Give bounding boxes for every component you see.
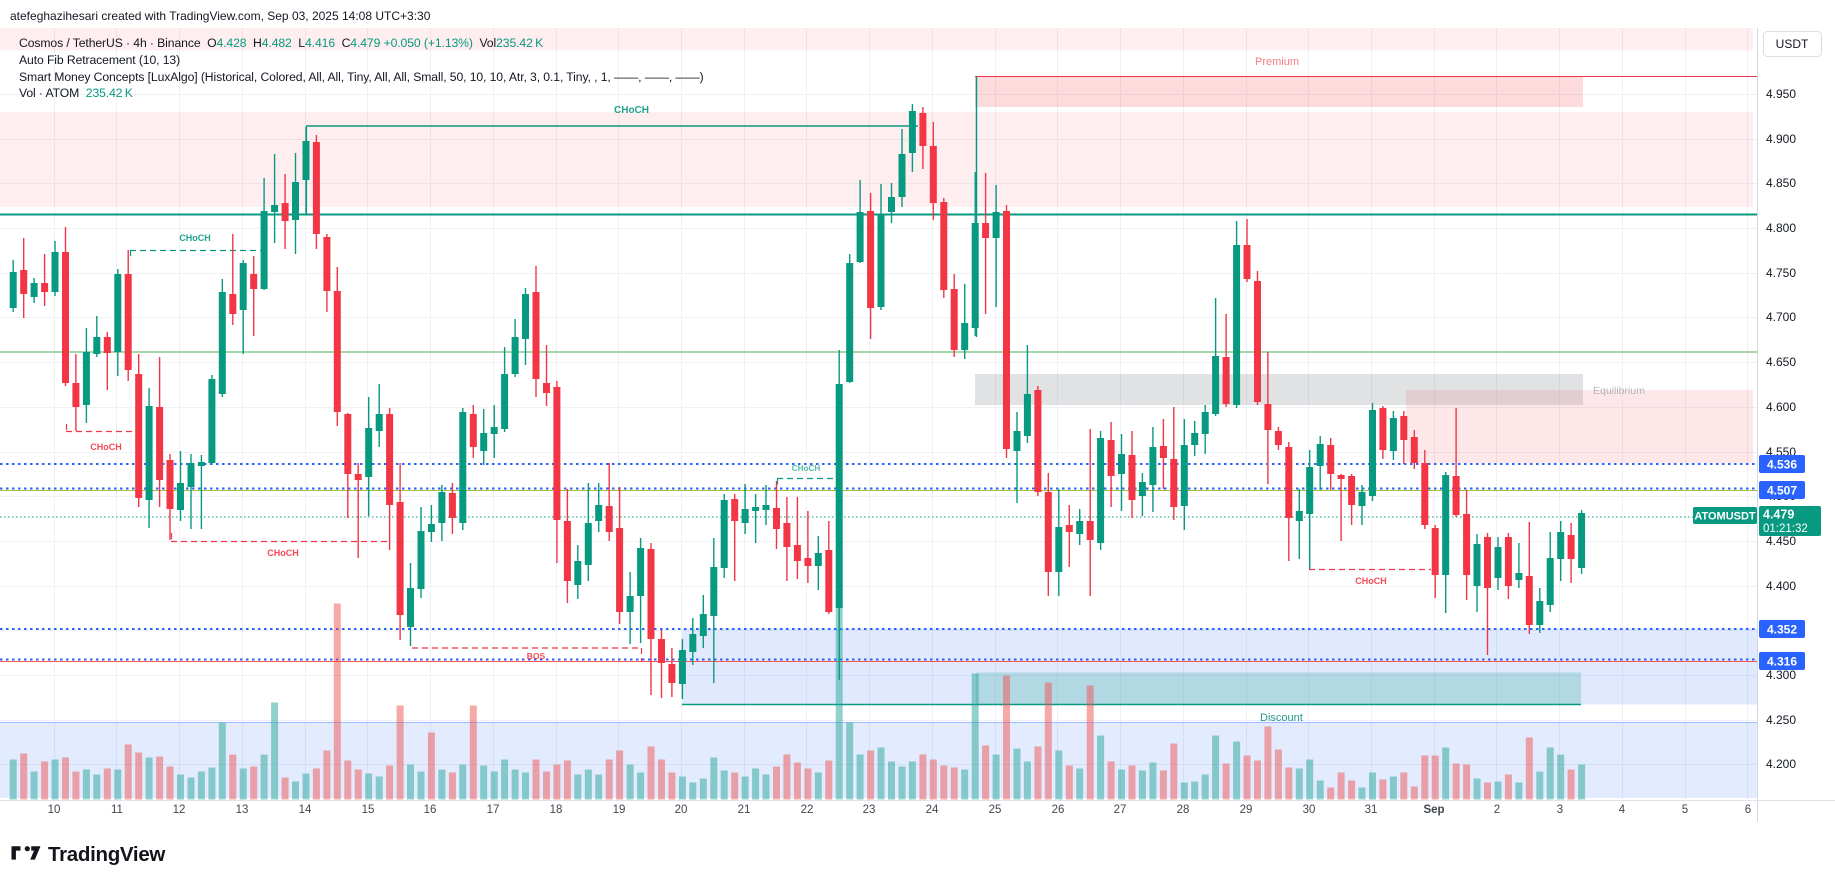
svg-text:26: 26 [1052, 804, 1065, 816]
svg-text:Smart Money Concepts [LuxAlgo]: Smart Money Concepts [LuxAlgo] (Historic… [19, 70, 704, 84]
svg-text:23: 23 [863, 804, 876, 816]
svg-text:ATOMUSDT: ATOMUSDT [1694, 511, 1756, 523]
svg-text:Discount: Discount [1260, 712, 1303, 724]
svg-text:CHoCH: CHoCH [792, 464, 821, 473]
svg-text:4.200: 4.200 [1766, 757, 1796, 771]
svg-text:4.300: 4.300 [1766, 668, 1796, 682]
svg-text:Sep: Sep [1423, 804, 1444, 816]
svg-text:4: 4 [1619, 804, 1626, 816]
svg-text:20: 20 [675, 804, 688, 816]
svg-text:CHoCH: CHoCH [614, 105, 649, 116]
svg-text:TradingView: TradingView [48, 843, 165, 866]
svg-text:30: 30 [1303, 804, 1316, 816]
svg-text:27: 27 [1114, 804, 1127, 816]
svg-text:4.600: 4.600 [1766, 400, 1796, 414]
svg-text:4.536: 4.536 [1767, 458, 1797, 472]
svg-text:4.450: 4.450 [1766, 534, 1796, 548]
svg-text:28: 28 [1177, 804, 1190, 816]
svg-text:CHoCH: CHoCH [267, 548, 299, 558]
svg-text:atefeghazihesari created with: atefeghazihesari created with TradingVie… [10, 9, 431, 23]
svg-text:CHoCH: CHoCH [1355, 576, 1387, 586]
svg-text:Premium: Premium [1255, 56, 1299, 68]
svg-text:22: 22 [801, 804, 814, 816]
svg-text:Auto Fib Retracement (10, 13): Auto Fib Retracement (10, 13) [19, 53, 180, 67]
svg-text:Vol · ATOM 235.42 K: Vol · ATOM 235.42 K [19, 86, 133, 100]
svg-text:4.900: 4.900 [1766, 132, 1796, 146]
svg-text:17: 17 [487, 804, 500, 816]
svg-text:21: 21 [738, 804, 751, 816]
svg-text:24: 24 [926, 804, 939, 816]
svg-text:19: 19 [613, 804, 626, 816]
svg-text:12: 12 [173, 804, 186, 816]
svg-text:CHoCH: CHoCH [179, 233, 211, 243]
svg-text:4.400: 4.400 [1766, 579, 1796, 593]
svg-text:4.650: 4.650 [1766, 355, 1796, 369]
svg-text:4.250: 4.250 [1766, 713, 1796, 727]
svg-text:01:21:32: 01:21:32 [1763, 523, 1808, 535]
svg-text:Cosmos / TetherUS · 4h · Binan: Cosmos / TetherUS · 4h · Binance O4.428 … [19, 36, 543, 50]
svg-text:11: 11 [111, 804, 123, 816]
svg-text:4.352: 4.352 [1767, 623, 1797, 637]
svg-text:USDT: USDT [1776, 37, 1809, 51]
svg-text:6: 6 [1745, 804, 1751, 816]
svg-text:2: 2 [1494, 804, 1500, 816]
svg-text:4.800: 4.800 [1766, 221, 1796, 235]
svg-text:BOS: BOS [527, 651, 546, 661]
svg-text:4.700: 4.700 [1766, 310, 1796, 324]
svg-text:4.316: 4.316 [1767, 655, 1797, 669]
svg-text:3: 3 [1557, 804, 1563, 816]
svg-text:5: 5 [1682, 804, 1688, 816]
svg-text:15: 15 [362, 804, 375, 816]
svg-text:4.750: 4.750 [1766, 266, 1796, 280]
svg-text:4.950: 4.950 [1766, 87, 1796, 101]
svg-text:18: 18 [550, 804, 563, 816]
svg-text:4.479: 4.479 [1763, 508, 1794, 522]
svg-text:14: 14 [299, 804, 312, 816]
svg-text:29: 29 [1240, 804, 1253, 816]
svg-text:10: 10 [48, 804, 61, 816]
svg-text:25: 25 [989, 804, 1002, 816]
svg-text:16: 16 [424, 804, 437, 816]
svg-text:4.850: 4.850 [1766, 176, 1796, 190]
svg-text:13: 13 [236, 804, 249, 816]
svg-text:31: 31 [1365, 804, 1378, 816]
svg-text:4.507: 4.507 [1767, 484, 1797, 498]
svg-text:CHoCH: CHoCH [90, 442, 122, 452]
svg-text:Equilibrium: Equilibrium [1593, 385, 1645, 397]
